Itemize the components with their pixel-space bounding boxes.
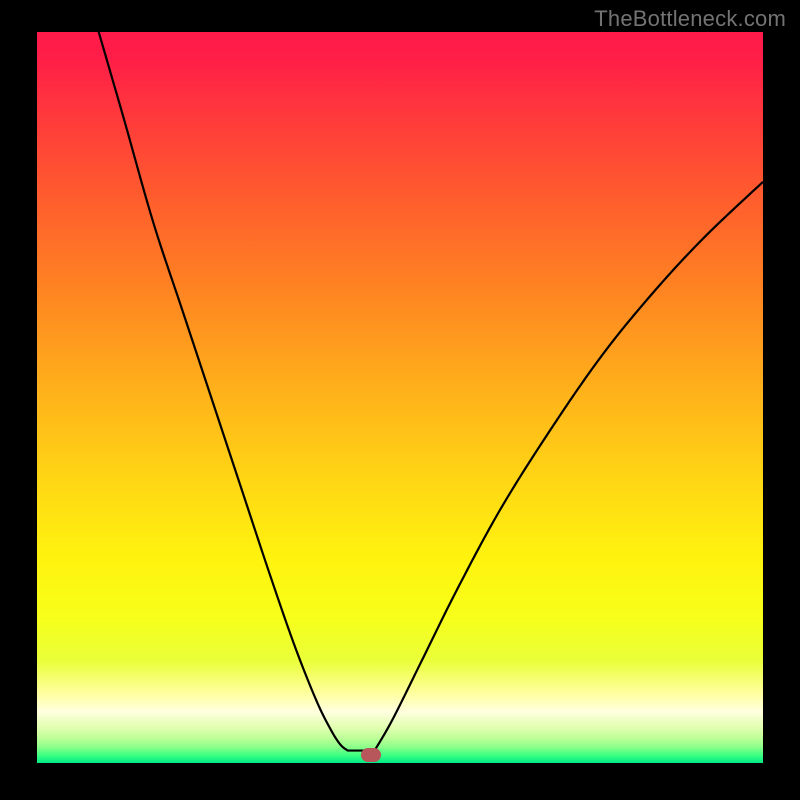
watermark-text: TheBottleneck.com bbox=[594, 6, 786, 32]
chart-minimum-marker bbox=[361, 748, 381, 762]
page-frame: TheBottleneck.com bbox=[0, 0, 800, 800]
chart-v-curve bbox=[99, 32, 763, 751]
chart-curve-layer bbox=[37, 32, 763, 763]
chart-plot-area bbox=[35, 30, 765, 765]
